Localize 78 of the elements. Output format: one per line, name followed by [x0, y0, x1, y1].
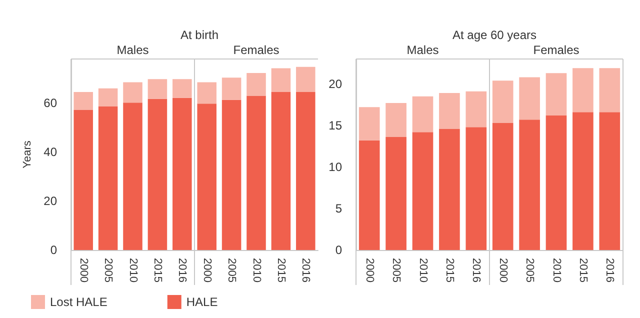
bar: [519, 120, 540, 250]
bar: [572, 112, 594, 250]
x-tick-label: 2010: [126, 258, 139, 282]
x-tick-label: 2015: [151, 258, 164, 282]
y-tick-label: 0: [50, 243, 58, 257]
y-tick-label: 60: [44, 96, 58, 110]
bar: [123, 102, 142, 250]
x-tick-label: 2016: [604, 258, 616, 282]
bar: [466, 91, 487, 128]
y-tick-label: 5: [335, 201, 342, 216]
bar: [74, 92, 93, 110]
x-tick-label: 2000: [496, 258, 509, 282]
x-tick-label: 2016: [300, 258, 312, 282]
bar: [599, 68, 620, 112]
x-tick-label: 2015: [443, 258, 456, 282]
y-tick-label: 10: [328, 160, 342, 174]
bar: [599, 112, 620, 250]
x-tick-label: 2010: [250, 258, 262, 282]
bar: [246, 96, 266, 250]
bar: [492, 80, 514, 123]
x-tick-label: 2000: [200, 258, 213, 282]
y-tick-label: 0: [335, 243, 342, 257]
x-tick-label: 2005: [102, 258, 114, 282]
bar: [439, 93, 460, 129]
bar: [98, 88, 118, 106]
chart-title: At birth: [180, 28, 219, 42]
x-tick-label: 2016: [470, 258, 482, 282]
bar: [358, 107, 380, 140]
bar: [98, 106, 118, 250]
y-axis-title: Years: [21, 140, 34, 168]
bar: [123, 82, 142, 103]
bar: [412, 132, 434, 250]
bar: [74, 110, 93, 250]
x-tick-label: 2005: [226, 258, 238, 282]
x-tick-label: 2000: [77, 258, 90, 282]
y-tick-label: 40: [44, 145, 58, 160]
x-tick-label: 2010: [416, 258, 429, 282]
bar: [439, 128, 460, 250]
bar: [386, 103, 406, 138]
bar: [546, 73, 567, 116]
text: Males: [406, 43, 439, 57]
text: Males: [116, 43, 149, 57]
x-tick-label: 2010: [550, 258, 562, 282]
bar: [358, 140, 380, 250]
bar: [148, 98, 168, 250]
legend-label: Lost HALE: [50, 295, 108, 309]
chart-title: At age 60 years: [452, 28, 537, 42]
bar: [296, 66, 316, 92]
x-tick-label: 2016: [176, 258, 188, 282]
text: Females: [533, 43, 580, 57]
bar: [412, 96, 434, 132]
bar: [197, 104, 216, 250]
x-tick-label: 2015: [274, 258, 287, 282]
y-tick-label: 20: [328, 76, 342, 91]
x-tick-label: 2015: [576, 258, 589, 282]
bar: [172, 79, 192, 98]
bar: [197, 82, 216, 104]
bar: [148, 79, 168, 99]
bar: [466, 127, 487, 250]
bar: [222, 78, 242, 100]
bar: [492, 122, 514, 250]
bar: [271, 68, 291, 92]
y-tick-label: 15: [328, 118, 342, 132]
text: Females: [233, 43, 280, 57]
bar: [246, 72, 266, 96]
bar: [172, 98, 192, 250]
bar: [386, 137, 406, 250]
x-tick-label: 2000: [363, 258, 376, 282]
y-tick-label: 20: [44, 194, 58, 208]
x-tick-label: 2005: [524, 258, 536, 282]
bar: [572, 68, 594, 112]
bar: [222, 100, 242, 250]
bar: [546, 115, 567, 250]
x-tick-label: 2005: [390, 258, 402, 282]
legend-label: HALE: [186, 295, 218, 309]
bar: [296, 92, 316, 250]
bar: [519, 77, 540, 120]
bar: [271, 92, 291, 250]
